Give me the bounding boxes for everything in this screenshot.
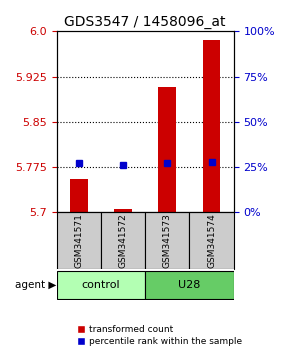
Text: GSM341571: GSM341571: [74, 213, 83, 268]
FancyBboxPatch shape: [57, 270, 145, 298]
Text: GSM341572: GSM341572: [119, 213, 128, 268]
Text: U28: U28: [178, 280, 201, 290]
FancyBboxPatch shape: [145, 270, 234, 298]
Legend: transformed count, percentile rank within the sample: transformed count, percentile rank withi…: [73, 321, 246, 349]
FancyBboxPatch shape: [145, 212, 189, 269]
Text: GSM341574: GSM341574: [207, 213, 216, 268]
Bar: [70, 179, 88, 212]
Title: GDS3547 / 1458096_at: GDS3547 / 1458096_at: [64, 15, 226, 29]
Bar: [114, 209, 132, 212]
Text: control: control: [81, 280, 120, 290]
FancyBboxPatch shape: [101, 212, 145, 269]
Bar: [203, 40, 220, 212]
Text: agent ▶: agent ▶: [15, 280, 57, 290]
Text: GSM341573: GSM341573: [163, 213, 172, 268]
FancyBboxPatch shape: [189, 212, 234, 269]
FancyBboxPatch shape: [57, 212, 101, 269]
Bar: [158, 87, 176, 212]
